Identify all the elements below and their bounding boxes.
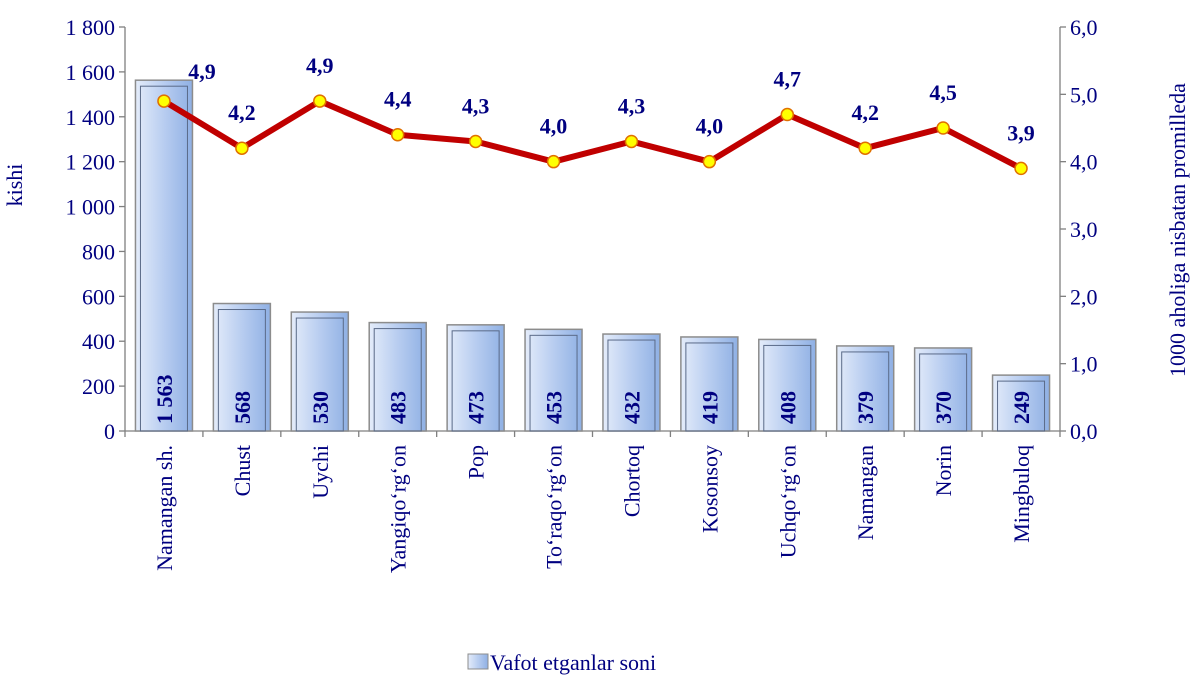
y2-tick-label: 5,0 (1070, 82, 1098, 107)
legend-swatch (467, 653, 489, 670)
bar-inner (919, 353, 968, 432)
y2-tick-label: 1,0 (1070, 352, 1098, 377)
line-marker (780, 107, 795, 122)
x-tick-label: Chust (230, 445, 255, 496)
x-tick-label: Uychi (308, 445, 333, 499)
bar-inner (139, 85, 188, 432)
line-marker (468, 134, 483, 149)
y-tick-label: 1 600 (66, 60, 116, 85)
line-value-label: 4,9 (306, 53, 334, 78)
x-tick-label: Mingbuloq (1009, 445, 1034, 543)
line-value-label: 4,5 (929, 80, 957, 105)
legend-label: Vafot etganlar soni (490, 650, 656, 675)
x-tick-label: Uchqo‘rg‘on (775, 445, 800, 558)
y-tick-label: 0 (104, 419, 115, 444)
x-tick-label: Chortoq (619, 445, 644, 517)
x-tick-label: Namangan (853, 445, 878, 540)
line-marker (546, 154, 561, 169)
y-tick-label: 1 800 (66, 15, 116, 40)
bar (758, 338, 817, 432)
y-axis-label: kishi (2, 164, 27, 207)
line-marker (390, 127, 405, 142)
bar-value-label: 473 (464, 391, 489, 424)
line-value-label: 4,0 (696, 114, 724, 139)
bar (524, 328, 583, 432)
line-marker (1014, 161, 1028, 176)
line-marker (235, 141, 249, 155)
line-value-label: 3,9 (1007, 120, 1035, 145)
y-tick-label: 400 (82, 329, 115, 354)
line-value-label: 4,9 (188, 59, 216, 84)
bar-inner (217, 309, 266, 432)
bar-inner (295, 317, 344, 432)
x-tick-label: To‘raqo‘rg‘on (542, 445, 567, 569)
bar (290, 311, 350, 432)
y-tick-label: 600 (82, 284, 115, 309)
line-value-label: 4,4 (384, 87, 412, 112)
x-tick-label: Yangiqo‘rg‘on (386, 445, 411, 573)
bar (602, 333, 661, 432)
bar (991, 374, 1051, 432)
bar (913, 347, 973, 432)
line (162, 98, 1023, 172)
line-marker (157, 94, 171, 108)
bar-value-label: 530 (308, 391, 333, 424)
line-value-label: 4,0 (540, 114, 568, 139)
y2-tick-label: 6,0 (1070, 15, 1098, 40)
x-tick-label: Namangan sh. (152, 445, 177, 571)
y-tick-label: 1 200 (66, 150, 116, 175)
bar-inner (685, 342, 734, 432)
bar-value-label: 568 (230, 391, 255, 424)
bar-inner (451, 330, 500, 432)
y2-tick-label: 4,0 (1070, 150, 1098, 175)
bar-value-label: 249 (1009, 391, 1034, 424)
bar-inner (529, 334, 578, 432)
line-value-label: 4,2 (228, 100, 256, 125)
line-marker (313, 94, 327, 108)
x-tick-label: Pop (464, 445, 489, 479)
y-tick-label: 200 (82, 374, 115, 399)
bar-value-label: 483 (386, 391, 411, 424)
bar-inner (763, 344, 812, 432)
bar-value-label: 370 (931, 391, 956, 424)
bar (368, 321, 427, 432)
line-value-label: 4,2 (851, 100, 879, 125)
bar-value-label: 408 (775, 391, 800, 424)
bar (212, 302, 272, 432)
bar (134, 79, 194, 432)
line-marker (702, 154, 717, 169)
line-value-label: 4,3 (618, 93, 646, 118)
y2-axis-label: 1000 aholiga nisbatan promilleda (1165, 83, 1190, 377)
line-marker (624, 134, 639, 149)
bar-value-label: 432 (619, 391, 644, 424)
y-tick-label: 1 400 (66, 105, 116, 130)
line-marker (936, 121, 950, 135)
x-tick-label: Norin (931, 445, 956, 496)
bar-inner (607, 339, 656, 432)
bar-inner (841, 351, 890, 432)
bar-value-label: 1 563 (152, 375, 177, 425)
y2-tick-label: 0,0 (1070, 419, 1098, 444)
line-value-label: 4,3 (462, 93, 490, 118)
line-value-label: 4,7 (774, 67, 802, 92)
y2-tick-label: 3,0 (1070, 217, 1098, 242)
line-marker (858, 141, 872, 155)
bar-value-label: 379 (853, 391, 878, 424)
bar-value-label: 453 (542, 391, 567, 424)
x-tick-label: Kosonsoy (697, 445, 722, 533)
bar-inner (997, 380, 1046, 432)
y2-tick-label: 2,0 (1070, 284, 1098, 309)
bar-inner (373, 328, 422, 432)
y-tick-label: 1 000 (66, 195, 116, 220)
y-tick-label: 800 (82, 239, 115, 264)
bar-value-label: 419 (697, 391, 722, 424)
bar (835, 345, 895, 432)
